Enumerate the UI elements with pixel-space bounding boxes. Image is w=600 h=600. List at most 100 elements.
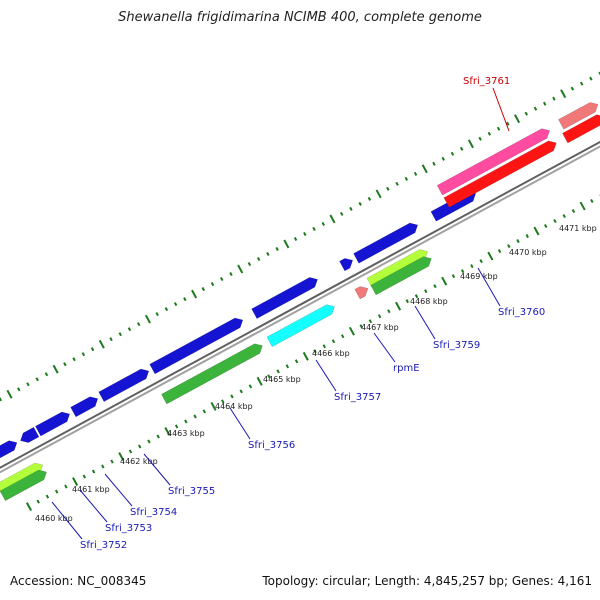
minor-tick <box>552 96 556 101</box>
minor-tick <box>221 399 225 404</box>
gene-label[interactable]: Sfri_3752 <box>80 540 127 551</box>
minor-tick <box>496 126 501 131</box>
major-tick <box>302 351 309 361</box>
scale-label: 4471 kbp <box>559 224 597 233</box>
minor-tick <box>26 382 30 387</box>
gene-arrow-red <box>443 140 557 208</box>
major-tick <box>487 251 494 261</box>
minor-tick <box>0 397 3 402</box>
gene-leader-line <box>477 267 501 307</box>
minor-tick <box>220 277 224 282</box>
minor-tick <box>590 198 594 204</box>
gene-arrow-blue <box>70 396 99 418</box>
gene-label[interactable]: Sfri_3761 <box>463 76 510 87</box>
minor-tick <box>460 269 465 274</box>
minor-tick <box>506 121 510 126</box>
minor-tick <box>201 287 206 292</box>
minor-tick <box>239 389 243 394</box>
accession-text: Accession: NC_008345 <box>10 574 147 588</box>
gene-label[interactable]: Sfri_3756 <box>248 440 295 451</box>
minor-tick <box>432 161 436 166</box>
major-tick <box>421 164 428 174</box>
gene-arrow-lightpink <box>558 102 599 130</box>
gene-arrow-blue <box>98 368 150 402</box>
gene-label[interactable]: Sfri_3757 <box>334 392 381 403</box>
major-tick <box>6 389 13 399</box>
minor-tick <box>127 327 132 332</box>
minor-tick <box>285 364 290 369</box>
minor-tick <box>414 294 419 299</box>
gene-label[interactable]: Sfri_3754 <box>130 507 177 518</box>
minor-tick <box>109 337 113 342</box>
minor-tick <box>118 332 122 337</box>
minor-tick <box>275 246 279 252</box>
scale-label: 4467 kbp <box>361 323 399 332</box>
minor-tick <box>478 136 482 141</box>
minor-tick <box>516 239 520 244</box>
minor-tick <box>276 369 280 374</box>
minor-tick <box>147 439 151 444</box>
minor-tick <box>90 347 95 352</box>
gene-label[interactable]: Sfri_3755 <box>168 486 215 497</box>
minor-tick <box>303 231 307 236</box>
minor-tick <box>340 211 344 216</box>
minor-tick <box>570 86 575 91</box>
scale-label: 4466 kbp <box>312 349 350 358</box>
major-tick <box>467 139 474 149</box>
gene-label[interactable]: Sfri_3759 <box>433 340 480 351</box>
scale-label: 4470 kbp <box>509 248 547 257</box>
gene-leader-line <box>492 87 510 132</box>
minor-tick <box>377 314 382 319</box>
major-tick <box>191 289 198 299</box>
minor-tick <box>404 176 409 181</box>
major-tick <box>579 201 586 211</box>
minor-tick <box>533 106 538 111</box>
minor-tick <box>229 272 233 277</box>
minor-tick <box>45 494 50 499</box>
minor-tick <box>17 387 21 392</box>
minor-tick <box>110 459 114 464</box>
gene-leader-line <box>51 501 83 540</box>
major-tick <box>237 264 244 274</box>
major-tick <box>98 339 105 349</box>
major-tick <box>52 364 59 374</box>
minor-tick <box>525 234 529 239</box>
minor-tick <box>54 489 59 494</box>
gene-arrow-green <box>370 256 432 296</box>
gene-label[interactable]: Sfri_3753 <box>105 523 152 534</box>
minor-tick <box>64 484 68 489</box>
major-tick <box>560 89 567 99</box>
major-tick <box>25 502 33 512</box>
minor-tick <box>571 208 576 214</box>
minor-tick <box>293 236 298 241</box>
scale-label: 4464 kbp <box>215 402 253 411</box>
gene-arrow-red <box>562 114 600 144</box>
backbone-line-inner <box>0 145 600 474</box>
minor-tick <box>395 181 399 186</box>
outer-tick-row <box>0 71 600 402</box>
genome-summary-text: Topology: circular; Length: 4,845,257 bp… <box>262 574 592 588</box>
major-tick <box>329 214 336 224</box>
gene-arrow-blue <box>149 317 244 375</box>
gene-label[interactable]: Sfri_3760 <box>498 307 545 318</box>
minor-tick <box>358 201 362 206</box>
minor-tick <box>470 264 474 269</box>
minor-tick <box>544 224 548 229</box>
minor-tick <box>63 362 67 367</box>
minor-tick <box>367 196 372 201</box>
gene-arrow-green <box>0 469 47 502</box>
major-tick <box>118 452 125 461</box>
gene-arrow-blue <box>251 277 318 319</box>
minor-tick <box>210 282 215 287</box>
minor-tick <box>405 299 410 304</box>
minor-tick <box>72 357 76 362</box>
minor-tick <box>349 206 353 211</box>
scale-label: 4463 kbp <box>167 429 205 438</box>
minor-tick <box>156 434 160 439</box>
minor-tick <box>91 469 96 474</box>
major-tick <box>348 326 355 336</box>
minor-tick <box>82 474 87 479</box>
inner-tick-row <box>25 194 600 512</box>
gene-label[interactable]: rpmE <box>393 363 420 374</box>
